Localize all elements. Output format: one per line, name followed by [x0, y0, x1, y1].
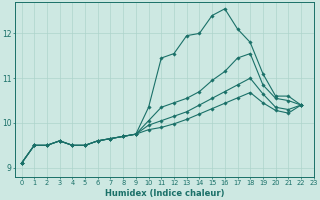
X-axis label: Humidex (Indice chaleur): Humidex (Indice chaleur)	[105, 189, 224, 198]
